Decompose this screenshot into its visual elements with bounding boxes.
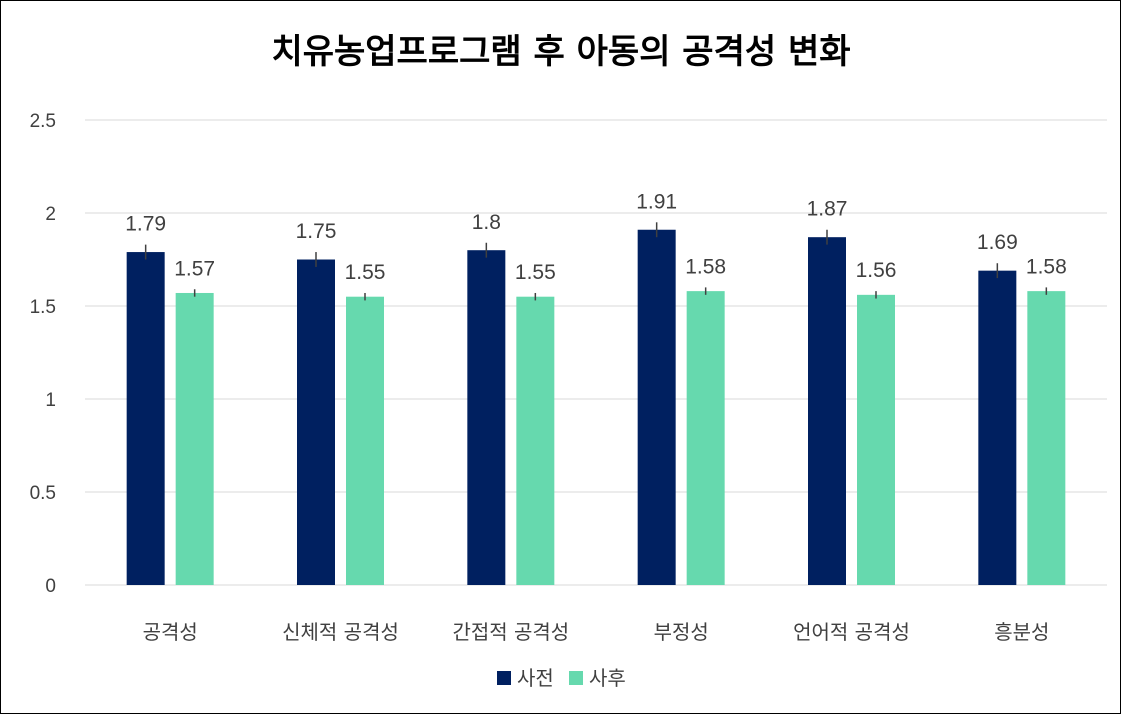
x-category-label: 부정성 <box>654 620 709 644</box>
x-category-label: 언어적 공격성 <box>793 620 910 644</box>
legend: 사전 사후 <box>497 666 626 690</box>
data-label: 1.8 <box>472 211 501 234</box>
data-label: 1.91 <box>636 190 677 213</box>
data-label: 1.56 <box>856 259 897 282</box>
bar-post <box>346 296 384 585</box>
bars <box>126 229 1066 586</box>
data-label: 1.57 <box>174 257 215 280</box>
y-tick-label: 2 <box>45 204 56 225</box>
error-bars <box>144 222 1048 301</box>
bar-pre <box>808 237 846 585</box>
legend-swatch <box>569 671 583 685</box>
y-tick-label: 1 <box>45 390 56 411</box>
chart-title: 치유농업프로그램 후 아동의 공격성 변화 <box>271 32 850 72</box>
y-tick-label: 0 <box>45 576 56 597</box>
data-label: 1.69 <box>977 231 1018 254</box>
y-tick-label: 1.5 <box>30 297 56 318</box>
x-category-label: 공격성 <box>143 620 198 644</box>
data-label: 1.87 <box>807 198 848 221</box>
x-category-label: 흥분성 <box>994 620 1049 644</box>
bar-pre <box>978 270 1017 585</box>
y-tick-label: 0.5 <box>30 483 56 504</box>
bar-post <box>686 291 725 585</box>
x-axis-categories: 공격성 신체적 공격성 간접적 공격성 부정성 언어적 공격성 흥분성 <box>143 620 1050 644</box>
data-label: 1.75 <box>296 220 337 243</box>
bar-post <box>1027 291 1066 585</box>
y-axis-ticks: 0 0.5 1 1.5 2 2.5 <box>30 111 56 597</box>
bar-pre <box>467 250 506 585</box>
bar-post <box>857 294 895 585</box>
data-labels: 1.79 1.57 1.75 1.55 1.8 1.55 1.91 1.58 1.87 1.56 1… <box>125 190 1067 284</box>
y-tick-label: 2.5 <box>30 111 56 132</box>
legend-label: 사전 <box>517 666 554 690</box>
data-label: 1.79 <box>125 213 166 236</box>
gridlines <box>85 119 1107 586</box>
x-category-label: 간접적 공격성 <box>452 620 569 644</box>
data-label: 1.58 <box>1026 255 1067 278</box>
legend-label: 사후 <box>589 666 626 690</box>
bar-post <box>175 292 214 585</box>
data-label: 1.55 <box>345 261 386 284</box>
bar-post <box>516 296 555 585</box>
x-category-label: 신체적 공격성 <box>282 620 399 644</box>
bar-pre <box>126 252 165 585</box>
data-label: 1.58 <box>685 255 726 278</box>
bar-pre <box>637 229 676 586</box>
data-label: 1.55 <box>515 261 556 284</box>
bar-pre <box>297 259 335 585</box>
legend-swatch <box>497 671 511 685</box>
